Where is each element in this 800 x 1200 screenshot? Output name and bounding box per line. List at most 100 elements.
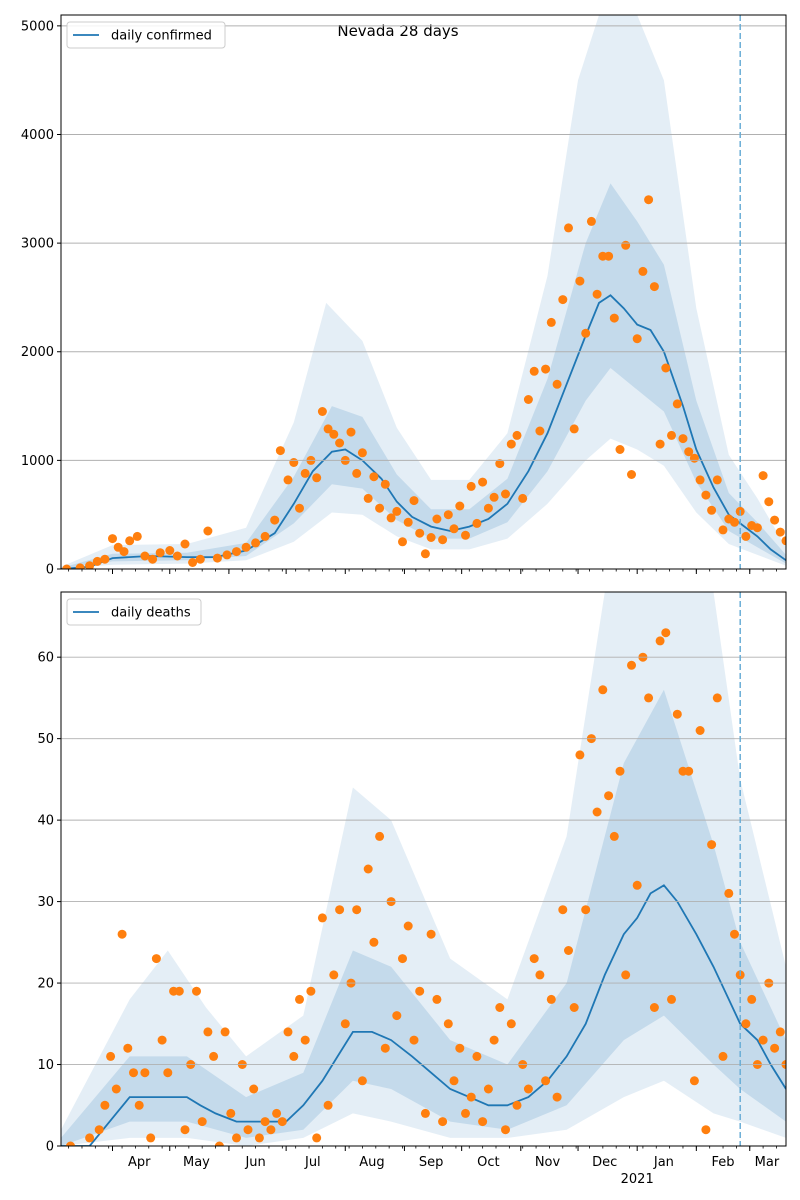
data-point <box>730 929 739 939</box>
data-point <box>609 831 619 841</box>
data-point <box>478 1117 488 1127</box>
data-point <box>632 334 642 344</box>
data-point <box>409 496 419 506</box>
data-point <box>758 471 768 481</box>
legend: daily confirmed <box>66 21 226 49</box>
data-point <box>192 986 201 996</box>
data-point <box>369 937 379 947</box>
data-point <box>558 295 568 305</box>
data-point <box>472 518 482 528</box>
confidence-band-inner <box>61 183 786 569</box>
data-point <box>535 970 545 980</box>
data-point <box>243 1125 253 1135</box>
data-point <box>209 1051 219 1061</box>
data-point <box>586 216 596 226</box>
deaths-panel: 0 10 20 30 40 50 60 Apr May Jun Jul Aug Sep Oct Nov Dec… <box>37 591 787 1187</box>
data-point <box>649 1003 659 1012</box>
data-point <box>251 538 261 548</box>
confidence-band-outer <box>61 592 786 1146</box>
data-point <box>275 446 285 456</box>
data-point <box>398 954 407 964</box>
data-point <box>94 1125 104 1135</box>
x-tick-label: Apr <box>128 1155 151 1170</box>
data-point <box>443 1019 453 1029</box>
x-tick-label: Oct <box>477 1155 499 1170</box>
data-point <box>420 549 430 559</box>
figure-title: Nevada 28 days <box>337 22 458 40</box>
data-point <box>335 905 345 915</box>
data-point <box>352 905 362 915</box>
data-point <box>541 1076 551 1086</box>
data-point <box>529 366 539 376</box>
data-point <box>770 515 780 525</box>
data-point <box>312 473 322 483</box>
data-point <box>283 475 293 485</box>
data-point <box>295 503 304 513</box>
data-point <box>140 551 150 561</box>
confirmed-panel: 0 1000 2000 3000 4000 5000 daily confirmed <box>21 14 787 578</box>
data-point <box>254 1133 264 1143</box>
series-line <box>61 884 786 1146</box>
data-point <box>75 563 85 569</box>
confidence-band-inner <box>61 689 786 1146</box>
data-point <box>546 317 556 327</box>
data-point <box>155 548 165 558</box>
data-point <box>432 994 442 1004</box>
x-tick-label: Sep <box>419 1155 444 1170</box>
data-point <box>151 954 161 964</box>
data-point <box>466 1092 476 1102</box>
data-point <box>140 1068 150 1078</box>
data-point <box>277 1117 287 1127</box>
data-point <box>438 1117 448 1127</box>
data-point <box>621 970 631 980</box>
data-point <box>260 1117 270 1127</box>
data-point <box>667 430 676 440</box>
data-point <box>552 1092 562 1102</box>
data-point <box>386 513 396 523</box>
data-point <box>111 1084 121 1094</box>
data-point <box>741 1019 751 1029</box>
axes-frame <box>60 14 787 570</box>
data-point <box>621 240 631 250</box>
data-point <box>380 1043 390 1053</box>
x-tick-label: Dec <box>592 1155 617 1170</box>
data-point <box>581 328 591 338</box>
data-point <box>518 493 528 503</box>
data-point <box>741 531 751 541</box>
data-point <box>420 1108 430 1118</box>
data-point <box>380 479 390 489</box>
data-point <box>564 946 573 955</box>
data-point <box>592 289 602 299</box>
data-point <box>289 458 299 467</box>
data-point <box>529 954 539 964</box>
legend-label: daily deaths <box>111 606 191 621</box>
data-point <box>335 438 345 448</box>
data-point <box>655 439 665 449</box>
y-tick-label: 60 <box>37 651 54 666</box>
data-point <box>363 864 373 874</box>
data-point <box>172 551 182 561</box>
x-tick-label: Nov <box>535 1155 561 1170</box>
data-point <box>188 558 198 567</box>
data-point <box>195 554 205 564</box>
y-tick-label: 0 <box>46 563 54 578</box>
x-tick-label: Jan <box>653 1155 674 1170</box>
data-point <box>323 1100 333 1110</box>
data-point <box>295 994 304 1004</box>
data-point <box>375 831 385 841</box>
data-point <box>100 1100 110 1110</box>
data-point <box>689 453 699 463</box>
y-tick-label: 5000 <box>21 19 54 34</box>
data-point <box>581 905 591 915</box>
data-point <box>523 1084 533 1094</box>
data-point <box>443 510 453 520</box>
data-point <box>249 1084 259 1094</box>
data-point <box>512 430 522 440</box>
data-point <box>478 477 488 487</box>
y-tick-label: 10 <box>37 1058 54 1073</box>
data-point <box>403 921 413 931</box>
data-point <box>718 1051 728 1061</box>
data-point <box>180 539 190 549</box>
data-point <box>123 1043 133 1053</box>
